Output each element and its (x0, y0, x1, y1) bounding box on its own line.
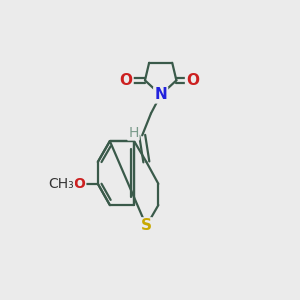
Text: O: O (186, 73, 199, 88)
Text: O: O (119, 73, 133, 88)
Text: H: H (128, 126, 139, 140)
Text: CH₃: CH₃ (48, 177, 74, 191)
Text: N: N (154, 87, 167, 102)
Text: O: O (74, 177, 85, 191)
Text: S: S (141, 218, 152, 233)
